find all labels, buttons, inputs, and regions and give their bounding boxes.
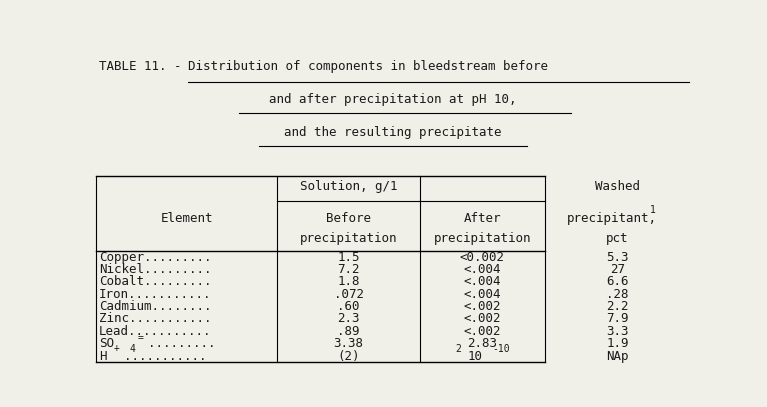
Text: 10: 10 [467, 350, 482, 363]
Text: -10: -10 [492, 344, 510, 354]
Text: H: H [99, 350, 107, 363]
Text: 2: 2 [456, 344, 462, 354]
Text: Before: Before [326, 212, 371, 225]
Text: 27: 27 [610, 263, 625, 276]
Text: +: + [113, 343, 119, 353]
Text: <0.002: <0.002 [459, 251, 505, 264]
Text: <.004: <.004 [463, 263, 501, 276]
Text: Distribution of components in bleedstream before: Distribution of components in bleedstrea… [188, 60, 548, 73]
Text: 7.9: 7.9 [606, 313, 629, 326]
Text: Iron...........: Iron........... [99, 288, 212, 301]
Text: .........: ......... [148, 337, 216, 350]
Text: .60: .60 [337, 300, 360, 313]
Text: Nickel.........: Nickel......... [99, 263, 212, 276]
Text: Solution, g/1: Solution, g/1 [300, 180, 397, 193]
Text: 1.5: 1.5 [337, 251, 360, 264]
Text: Cadmium........: Cadmium........ [99, 300, 212, 313]
Text: Washed: Washed [595, 180, 640, 193]
Text: 4: 4 [130, 344, 136, 354]
Text: <.004: <.004 [463, 288, 501, 301]
Text: 3.3: 3.3 [606, 325, 629, 338]
Text: =: = [137, 333, 143, 343]
Text: 7.2: 7.2 [337, 263, 360, 276]
Text: Element: Element [160, 212, 212, 225]
Text: Cobalt.........: Cobalt......... [99, 276, 212, 289]
Text: 2.2: 2.2 [606, 300, 629, 313]
Text: <.002: <.002 [463, 313, 501, 326]
Text: 1: 1 [650, 205, 656, 215]
Text: precipitant,: precipitant, [567, 212, 657, 225]
Text: Copper.........: Copper......... [99, 251, 212, 264]
Text: NAp: NAp [606, 350, 629, 363]
Text: (2): (2) [337, 350, 360, 363]
Text: and the resulting precipitate: and the resulting precipitate [285, 126, 502, 139]
Text: 2.83: 2.83 [467, 337, 497, 350]
Text: 5.3: 5.3 [606, 251, 629, 264]
Text: 2.3: 2.3 [337, 313, 360, 326]
Text: .89: .89 [337, 325, 360, 338]
Text: TABLE 11. -: TABLE 11. - [99, 60, 189, 73]
Text: 3.38: 3.38 [334, 337, 364, 350]
Text: ...........: ........... [123, 350, 206, 363]
Text: After: After [463, 212, 501, 225]
Text: Zinc...........: Zinc........... [99, 313, 212, 326]
Text: <.002: <.002 [463, 325, 501, 338]
Text: <.004: <.004 [463, 276, 501, 289]
Text: .072: .072 [334, 288, 364, 301]
Text: precipitation: precipitation [433, 232, 531, 245]
Text: SO: SO [99, 337, 114, 350]
Text: pct: pct [606, 232, 629, 245]
Text: 1.9: 1.9 [606, 337, 629, 350]
Text: 1.8: 1.8 [337, 276, 360, 289]
Text: 6.6: 6.6 [606, 276, 629, 289]
Text: <.002: <.002 [463, 300, 501, 313]
Text: precipitation: precipitation [300, 232, 397, 245]
Text: Lead...........: Lead........... [99, 325, 212, 338]
Text: and after precipitation at pH 10,: and after precipitation at pH 10, [269, 93, 517, 106]
Text: .28: .28 [606, 288, 629, 301]
